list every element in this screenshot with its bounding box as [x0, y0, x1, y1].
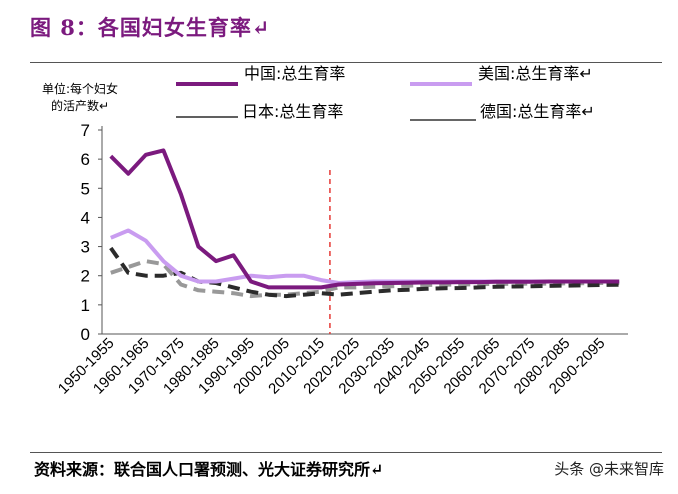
series-line-0: [109, 148, 620, 290]
y-tick-label: 5: [81, 179, 90, 198]
y-tick-label: 1: [81, 296, 90, 315]
y-tick-label: 7: [81, 121, 90, 140]
top-divider: [30, 62, 662, 63]
y-axis-label-line: 的活产数↵: [51, 98, 109, 113]
y-tick-label: 0: [81, 325, 90, 344]
y-tick-label: 4: [81, 208, 90, 227]
legend-label-1: 美国:总生育率↵: [478, 64, 593, 83]
y-tick-label: 3: [81, 238, 90, 257]
legend-label-0: 中国:总生育率: [244, 64, 345, 83]
watermark: 头条 @未来智库: [554, 460, 664, 478]
bottom-divider: [30, 452, 662, 453]
source-note: 资料来源：联合国人口署预测、光大证券研究所↵: [34, 460, 384, 479]
figure-title: 图 8：各国妇女生育率↵: [30, 15, 271, 40]
legend-label-2: 日本:总生育率: [242, 102, 343, 121]
series-line-1: [110, 228, 620, 285]
y-tick-label: 6: [81, 150, 90, 169]
legend-label-3: 德国:总生育率↵: [480, 102, 595, 121]
y-tick-label: 2: [81, 267, 90, 286]
y-axis-label-line: 单位:每个妇女: [42, 81, 118, 96]
